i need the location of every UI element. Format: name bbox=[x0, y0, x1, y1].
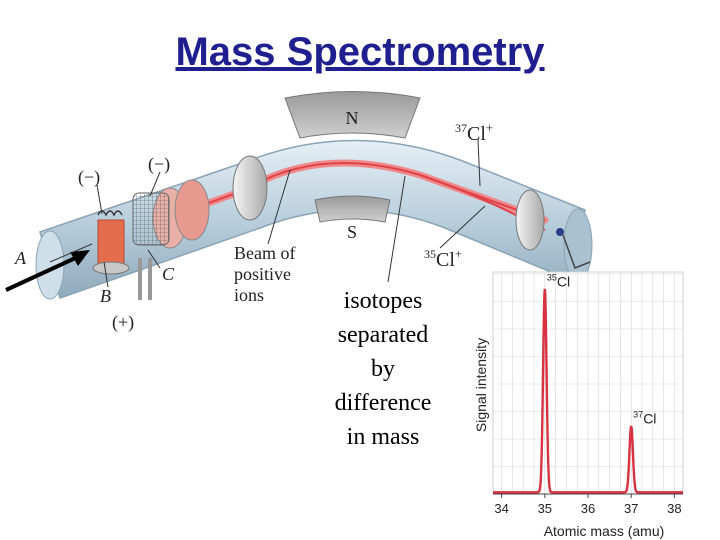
beam-label-line2: positive bbox=[234, 264, 291, 284]
label-plus: (+) bbox=[112, 312, 134, 333]
chart-signal-line bbox=[493, 288, 683, 494]
chart-peak-label: 35Cl bbox=[547, 273, 570, 290]
caption-line: by bbox=[371, 356, 395, 382]
magnet-south-label: S bbox=[347, 222, 357, 242]
magnet-north-label: N bbox=[346, 108, 359, 128]
chart-peak-label: 37Cl bbox=[633, 410, 656, 427]
plate-2 bbox=[174, 179, 210, 241]
chart-tick-labels: 34 35 36 37 38 bbox=[494, 494, 682, 516]
chart-y-axis-label: Signal intensity bbox=[473, 338, 489, 432]
north-magnet: N bbox=[284, 91, 421, 139]
caption-line: separated bbox=[337, 322, 429, 348]
caption-line: in mass bbox=[346, 424, 420, 450]
label-minus-1: (−) bbox=[78, 167, 100, 188]
isotope-caption: isotopes separated by difference in mass bbox=[318, 284, 448, 454]
filament bbox=[92, 210, 130, 275]
ion-37-label: 37Cl+ bbox=[455, 120, 493, 145]
spectrum-chart: 34 35 36 37 38 35Cl 37Cl Atomic mass (amu) Si… bbox=[473, 271, 684, 539]
chart-x-tick-label: 36 bbox=[581, 501, 595, 516]
tube-right-end bbox=[563, 208, 593, 282]
detector-disk bbox=[515, 189, 545, 251]
inlet-arrow-icon bbox=[5, 250, 90, 292]
label-b: B bbox=[100, 286, 111, 306]
inlet-pipe bbox=[138, 258, 152, 300]
label-minus-2: (−) bbox=[148, 154, 170, 175]
chart-peak-labels: 35Cl 37Cl bbox=[547, 273, 657, 427]
beam-label-line1: Beam of bbox=[234, 243, 295, 263]
detector bbox=[556, 228, 564, 236]
chart-x-tick-label: 37 bbox=[624, 501, 638, 516]
chart-x-axis-label: Atomic mass (amu) bbox=[544, 523, 665, 539]
chart-x-tick-label: 34 bbox=[494, 501, 508, 516]
caption-line: isotopes bbox=[343, 288, 423, 314]
chart-x-tick-label: 38 bbox=[667, 501, 681, 516]
beam-label-line3: ions bbox=[234, 285, 264, 305]
chart-x-tick-label: 35 bbox=[538, 501, 552, 516]
ion-35-label: 35Cl+ bbox=[424, 246, 462, 271]
caption-line: difference bbox=[334, 390, 432, 416]
leader-lines bbox=[49, 139, 486, 288]
grid-electrode bbox=[132, 192, 170, 246]
label-a: A bbox=[14, 248, 27, 268]
detector-wire bbox=[562, 234, 591, 269]
south-magnet: S bbox=[314, 195, 391, 242]
label-c: C bbox=[162, 264, 175, 284]
page-title: Mass Spectrometry bbox=[175, 30, 545, 74]
chart-gridlines bbox=[493, 272, 683, 494]
vacuum-tube bbox=[39, 139, 586, 299]
slit-disk bbox=[232, 155, 268, 221]
